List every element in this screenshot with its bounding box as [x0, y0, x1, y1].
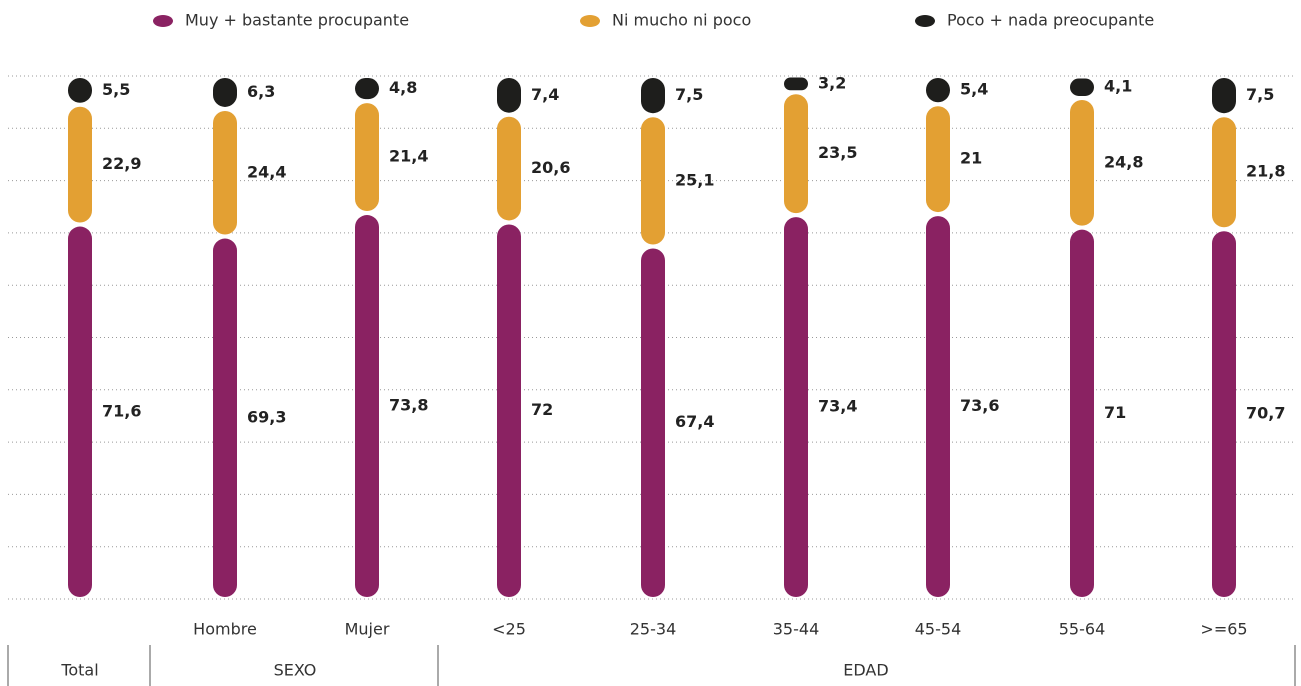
- bar-segment: [355, 103, 379, 212]
- group-label: SEXO: [274, 661, 317, 680]
- x-tick-label: 55-64: [1059, 620, 1106, 639]
- bar-segment: [497, 78, 521, 113]
- bar-segment: [926, 216, 950, 597]
- value-label: 71,6: [102, 401, 141, 420]
- bar-segment: [1070, 229, 1094, 598]
- value-label: 4,1: [1104, 77, 1132, 96]
- x-tick-label: 35-44: [773, 620, 820, 639]
- bar-segment: [641, 117, 665, 245]
- value-label: 7,5: [1246, 85, 1274, 104]
- value-label: 5,4: [960, 80, 988, 99]
- bar-segment: [1070, 78, 1094, 96]
- bar-segment: [641, 78, 665, 114]
- bar-segment: [497, 116, 521, 221]
- bar-segment: [68, 78, 92, 103]
- value-label: 7,5: [675, 85, 703, 104]
- value-label: 24,4: [247, 162, 286, 181]
- x-tick-label: Hombre: [193, 620, 257, 639]
- value-label: 23,5: [818, 143, 857, 162]
- value-label: 5,5: [102, 80, 130, 99]
- bar-segment: [926, 78, 950, 103]
- legend-label: Ni mucho ni poco: [612, 11, 751, 30]
- bar-segment: [926, 106, 950, 213]
- value-label: 67,4: [675, 412, 714, 431]
- value-label: 22,9: [102, 154, 141, 173]
- bar-segment: [213, 78, 237, 107]
- value-label: 73,6: [960, 396, 999, 415]
- bar-segment: [68, 226, 92, 598]
- bar-segment: [641, 248, 665, 598]
- x-tick-label: Mujer: [345, 620, 390, 639]
- group-label: Total: [60, 661, 98, 680]
- bar-segment: [355, 215, 379, 597]
- value-label: 20,6: [531, 158, 570, 177]
- value-label: 21,4: [389, 147, 428, 166]
- x-tick-label: <25: [492, 620, 526, 639]
- bar-segment: [784, 77, 808, 91]
- value-label: 69,3: [247, 407, 286, 426]
- value-label: 71: [1104, 403, 1126, 422]
- value-label: 24,8: [1104, 152, 1143, 171]
- legend-marker: [915, 15, 935, 27]
- value-label: 4,8: [389, 78, 417, 97]
- bar-segment: [1070, 99, 1094, 226]
- bar-segment: [1212, 78, 1236, 114]
- value-label: 3,2: [818, 73, 846, 92]
- value-label: 21,8: [1246, 162, 1285, 181]
- legend-label: Muy + bastante procupante: [185, 11, 409, 30]
- value-label: 73,4: [818, 397, 857, 416]
- bar-segment: [213, 110, 237, 235]
- bar-segment: [1212, 117, 1236, 228]
- value-label: 73,8: [389, 396, 428, 415]
- value-label: 7,4: [531, 85, 559, 104]
- legend-marker: [580, 15, 600, 27]
- value-label: 25,1: [675, 170, 714, 189]
- bar-segment: [355, 78, 379, 100]
- bar-segment: [784, 94, 808, 214]
- value-label: 72: [531, 400, 553, 419]
- legend-marker: [153, 15, 173, 27]
- bar-segment: [213, 238, 237, 597]
- value-label: 70,7: [1246, 404, 1285, 423]
- bar-segment: [497, 224, 521, 597]
- legend-label: Poco + nada preocupante: [947, 11, 1154, 30]
- bar-segment: [68, 106, 92, 223]
- bar-segment: [1212, 231, 1236, 597]
- value-label: 21: [960, 149, 982, 168]
- bar-segment: [784, 217, 808, 598]
- value-label: 6,3: [247, 82, 275, 101]
- x-tick-label: 45-54: [915, 620, 962, 639]
- group-label: EDAD: [843, 661, 888, 680]
- x-tick-label: 25-34: [630, 620, 677, 639]
- x-tick-label: >=65: [1200, 620, 1247, 639]
